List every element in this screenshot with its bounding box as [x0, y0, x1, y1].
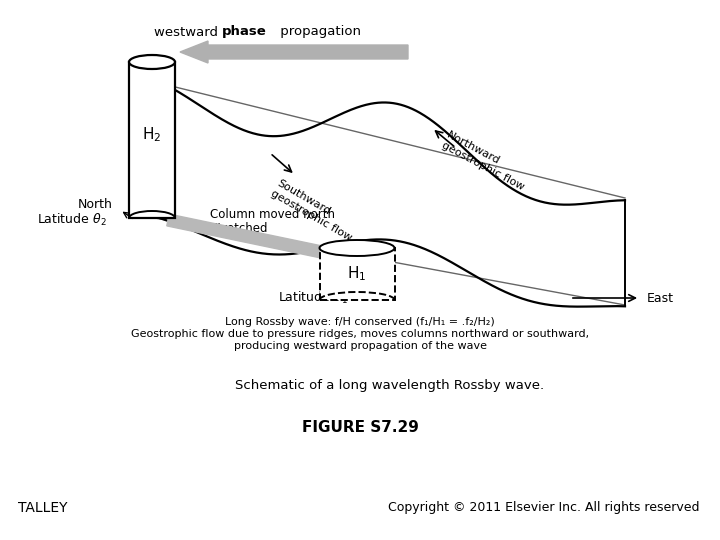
- Text: westward: westward: [154, 25, 222, 38]
- Text: H$_2$: H$_2$: [143, 126, 162, 144]
- Text: Copyright © 2011 Elsevier Inc. All rights reserved: Copyright © 2011 Elsevier Inc. All right…: [389, 502, 700, 515]
- Text: Stretched: Stretched: [210, 221, 268, 234]
- Text: H$_1$: H$_1$: [347, 265, 366, 284]
- Bar: [129, 62, 175, 218]
- Text: North: North: [78, 198, 113, 211]
- Text: producing westward propagation of the wave: producing westward propagation of the wa…: [233, 341, 487, 351]
- Text: East: East: [647, 292, 674, 305]
- Text: phase: phase: [222, 25, 266, 38]
- Text: Long Rossby wave: f/H conserved (f₁/H₁ = .f₂/H₂): Long Rossby wave: f/H conserved (f₁/H₁ =…: [225, 317, 495, 327]
- Text: Latitude $\theta_2$: Latitude $\theta_2$: [37, 212, 107, 228]
- Text: Latitude $\theta_1$: Latitude $\theta_1$: [278, 290, 348, 306]
- Text: Northward
geostrophic flow: Northward geostrophic flow: [440, 130, 531, 192]
- Bar: [320, 248, 395, 300]
- FancyArrow shape: [180, 41, 408, 63]
- Text: TALLEY: TALLEY: [18, 501, 68, 515]
- Text: Column moved north: Column moved north: [210, 207, 335, 220]
- Ellipse shape: [320, 240, 395, 256]
- Text: FIGURE S7.29: FIGURE S7.29: [302, 421, 418, 435]
- Text: Schematic of a long wavelength Rossby wave.: Schematic of a long wavelength Rossby wa…: [235, 379, 544, 392]
- Text: Geostrophic flow due to pressure ridges, moves columns northward or southward,: Geostrophic flow due to pressure ridges,…: [131, 329, 589, 339]
- Text: Southward
geostrophic flow: Southward geostrophic flow: [269, 178, 359, 242]
- Ellipse shape: [129, 55, 175, 69]
- FancyArrow shape: [167, 214, 360, 265]
- Text: propagation: propagation: [276, 25, 361, 38]
